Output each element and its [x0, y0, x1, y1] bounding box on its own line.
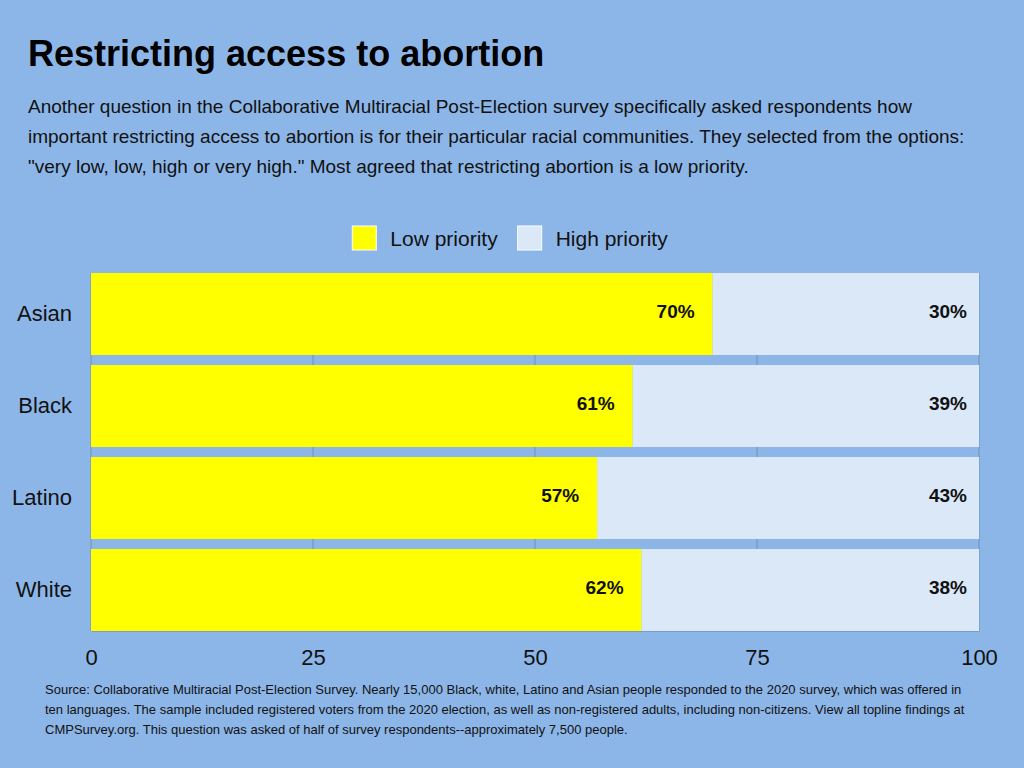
tick: 25 — [301, 631, 325, 670]
axis-line — [92, 631, 980, 632]
background — [0, 0, 1024, 768]
data-label: 70% — [657, 301, 695, 322]
tick: White — [16, 577, 91, 602]
data-label: 62% — [586, 577, 624, 598]
tick: Black — [18, 393, 91, 418]
category-label: Latino — [12, 485, 72, 510]
source-note-line: CMPSurvey.org. This question was asked o… — [45, 722, 628, 737]
tick-label: 25 — [301, 645, 325, 670]
grid — [91, 273, 979, 631]
tick-label: 75 — [745, 645, 769, 670]
tick-label: 50 — [523, 645, 547, 670]
tick: 0 — [85, 631, 97, 670]
bar — [633, 365, 979, 447]
title: Restricting access to abortion — [28, 33, 544, 74]
category-label: White — [16, 577, 72, 602]
legend-label: Low priority — [390, 227, 498, 250]
legend: Low priority High priority — [352, 226, 668, 250]
data-label: 38% — [929, 577, 967, 598]
bars — [91, 273, 979, 631]
source-note: Source: Collaborative Multiracial Post-E… — [45, 682, 965, 737]
bar — [713, 273, 979, 355]
bar — [91, 457, 597, 539]
tick: 75 — [745, 631, 769, 670]
legend-item: High priority — [518, 226, 669, 250]
data-label: 43% — [929, 485, 967, 506]
legend-swatch — [352, 226, 376, 250]
legend-swatch — [518, 226, 542, 250]
tick: Latino — [12, 485, 91, 510]
y-axis: Asian Black Latino White — [12, 301, 91, 602]
chart-container: Restricting access to abortion Another qu… — [0, 0, 1024, 768]
tick: 100 — [961, 631, 998, 670]
subtitle: Another question in the Collaborative Mu… — [28, 96, 964, 177]
category-label: Asian — [17, 301, 72, 326]
subtitle-line: important restricting access to abortion… — [28, 126, 964, 147]
tick-label: 0 — [85, 645, 97, 670]
bar — [642, 549, 979, 631]
tick: Asian — [17, 301, 91, 326]
data-label: 61% — [577, 393, 615, 414]
source-note-line: Source: Collaborative Multiracial Post-E… — [45, 682, 961, 697]
x-axis: 0 25 50 75 100 — [85, 631, 997, 670]
data-labels: 70% 61% 57% 62% 30% 39% 43% 38% — [541, 301, 967, 598]
data-label: 39% — [929, 393, 967, 414]
category-label: Black — [18, 393, 73, 418]
tick-label: 100 — [961, 645, 998, 670]
subtitle-line: "very low, low, high or very high." Most… — [28, 156, 749, 177]
source-note-line: ten languages. The sample included regis… — [45, 702, 965, 717]
chart-svg: Restricting access to abortion Another qu… — [0, 0, 1024, 768]
data-label: 57% — [541, 485, 579, 506]
legend-label: High priority — [556, 227, 669, 250]
legend-item: Low priority — [352, 226, 498, 250]
bar — [91, 365, 633, 447]
bar — [597, 457, 979, 539]
data-label: 30% — [929, 301, 967, 322]
bar — [91, 549, 642, 631]
tick: 50 — [523, 631, 547, 670]
subtitle-line: Another question in the Collaborative Mu… — [28, 96, 912, 117]
bar — [91, 273, 713, 355]
